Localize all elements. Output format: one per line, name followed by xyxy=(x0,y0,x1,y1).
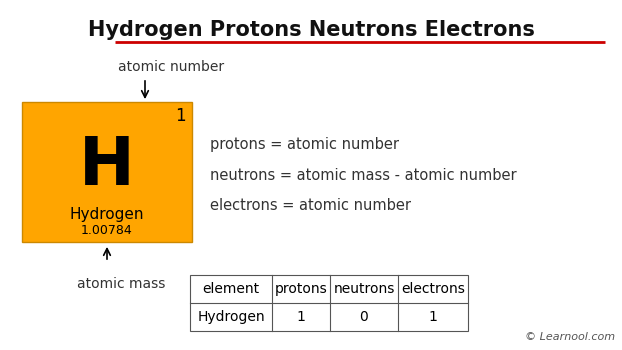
Text: 0: 0 xyxy=(360,310,368,324)
Text: protons: protons xyxy=(275,282,327,296)
Text: electrons = atomic number: electrons = atomic number xyxy=(210,197,411,212)
Text: element: element xyxy=(202,282,259,296)
Text: atomic mass: atomic mass xyxy=(77,277,165,291)
Text: atomic number: atomic number xyxy=(118,60,224,74)
Text: Hydrogen Protons Neutrons Electrons: Hydrogen Protons Neutrons Electrons xyxy=(88,20,534,40)
Text: Hydrogen: Hydrogen xyxy=(70,206,144,222)
Text: 1.00784: 1.00784 xyxy=(81,224,133,237)
Text: neutrons: neutrons xyxy=(333,282,395,296)
Bar xyxy=(22,102,192,242)
Text: 1: 1 xyxy=(429,310,437,324)
Text: © Learnool.com: © Learnool.com xyxy=(525,332,615,342)
Text: H: H xyxy=(79,133,135,199)
Text: neutrons = atomic mass - atomic number: neutrons = atomic mass - atomic number xyxy=(210,168,517,182)
Text: 1: 1 xyxy=(297,310,305,324)
Text: Hydrogen: Hydrogen xyxy=(197,310,265,324)
Text: electrons: electrons xyxy=(401,282,465,296)
Text: 1: 1 xyxy=(175,107,186,125)
Text: protons = atomic number: protons = atomic number xyxy=(210,138,399,153)
Bar xyxy=(190,275,468,331)
